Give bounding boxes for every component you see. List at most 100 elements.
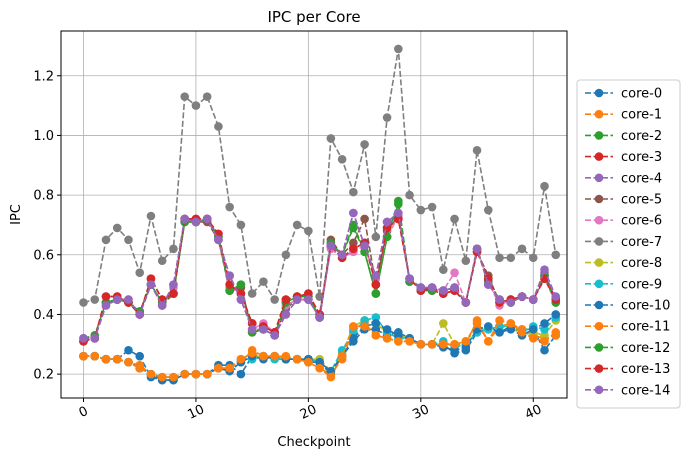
data-point xyxy=(439,265,448,274)
data-point xyxy=(112,223,122,233)
data-point xyxy=(427,202,437,212)
data-point xyxy=(349,322,358,331)
data-point xyxy=(101,354,111,364)
data-point xyxy=(270,351,279,361)
data-point xyxy=(360,214,369,224)
data-point xyxy=(506,298,516,307)
data-point xyxy=(394,337,403,346)
data-point xyxy=(371,325,381,334)
legend-label: core-8 xyxy=(621,256,662,271)
data-point xyxy=(405,190,414,200)
data-point xyxy=(225,363,234,373)
data-point xyxy=(337,250,347,260)
data-point xyxy=(281,310,291,319)
data-point xyxy=(540,319,549,328)
data-point xyxy=(540,345,549,355)
legend-item: core-4 xyxy=(585,171,662,186)
data-point xyxy=(528,295,538,304)
data-point xyxy=(191,217,201,227)
data-point xyxy=(349,334,358,343)
data-point xyxy=(191,101,201,110)
legend-item: core-5 xyxy=(585,193,662,208)
data-point xyxy=(135,268,145,277)
y-tick-label: 0.2 xyxy=(33,368,54,383)
legend-item: core-14 xyxy=(585,383,670,398)
legend-swatch-marker xyxy=(594,215,604,225)
data-point xyxy=(315,357,324,367)
data-point xyxy=(416,205,426,215)
legend-item: core-6 xyxy=(585,214,662,229)
data-point xyxy=(135,363,145,373)
data-point xyxy=(495,295,504,304)
data-point xyxy=(528,253,538,263)
data-point xyxy=(124,295,133,304)
legend-item: core-11 xyxy=(585,320,670,335)
data-point xyxy=(528,325,538,334)
data-point xyxy=(483,280,493,289)
data-point xyxy=(225,202,234,212)
legend-label: core-12 xyxy=(621,341,670,356)
series-line xyxy=(83,48,557,304)
data-point xyxy=(315,363,324,373)
series-core-7 xyxy=(79,44,561,307)
data-point xyxy=(349,208,358,218)
data-point xyxy=(236,220,246,230)
data-point xyxy=(292,354,302,364)
data-point xyxy=(394,199,403,209)
data-point xyxy=(371,313,381,322)
data-point xyxy=(169,289,178,298)
data-point xyxy=(371,331,381,340)
data-point xyxy=(416,339,426,349)
data-point xyxy=(112,354,122,364)
data-point xyxy=(551,310,561,319)
series-core-11 xyxy=(79,316,561,382)
data-point xyxy=(292,220,302,230)
data-point xyxy=(483,322,493,331)
legend-label: core-9 xyxy=(621,277,662,292)
legend-label: core-2 xyxy=(621,129,662,144)
data-point xyxy=(472,146,482,155)
legend-item: core-7 xyxy=(585,235,662,250)
legend-swatch-marker xyxy=(594,194,604,204)
data-point xyxy=(349,223,358,233)
legend-swatch-marker xyxy=(594,131,604,140)
data-point xyxy=(506,253,516,263)
data-point xyxy=(146,211,156,221)
legend-label: core-3 xyxy=(621,150,662,165)
legend-label: core-1 xyxy=(621,108,662,123)
data-point xyxy=(394,208,403,218)
data-point xyxy=(191,369,201,379)
data-point xyxy=(360,247,369,257)
data-point xyxy=(180,92,189,101)
data-point xyxy=(439,339,448,349)
data-point xyxy=(540,331,549,340)
data-point xyxy=(382,217,392,227)
legend-item: core-1 xyxy=(585,108,662,123)
data-point xyxy=(135,310,145,319)
legend-swatch-marker xyxy=(594,88,604,98)
data-point xyxy=(349,244,358,254)
data-point xyxy=(405,274,414,283)
chart-title: IPC per Core xyxy=(267,8,360,26)
data-point xyxy=(236,280,246,289)
data-point xyxy=(281,351,291,361)
data-point xyxy=(146,274,156,283)
data-point xyxy=(371,319,381,328)
y-axis-title: IPC xyxy=(9,204,24,225)
data-point xyxy=(304,357,313,367)
data-point xyxy=(371,289,381,298)
data-point xyxy=(461,337,471,346)
data-point xyxy=(461,256,471,266)
legend-item: core-12 xyxy=(585,341,670,356)
y-tick-label: 1.0 xyxy=(33,129,54,144)
data-point xyxy=(540,181,549,191)
data-point xyxy=(124,235,133,245)
data-point xyxy=(157,301,167,310)
data-point xyxy=(360,140,369,149)
data-point xyxy=(495,328,504,337)
legend-label: core-13 xyxy=(621,362,670,377)
data-point xyxy=(124,357,133,367)
data-point xyxy=(517,292,527,301)
data-point xyxy=(79,334,88,343)
data-point xyxy=(349,238,358,248)
